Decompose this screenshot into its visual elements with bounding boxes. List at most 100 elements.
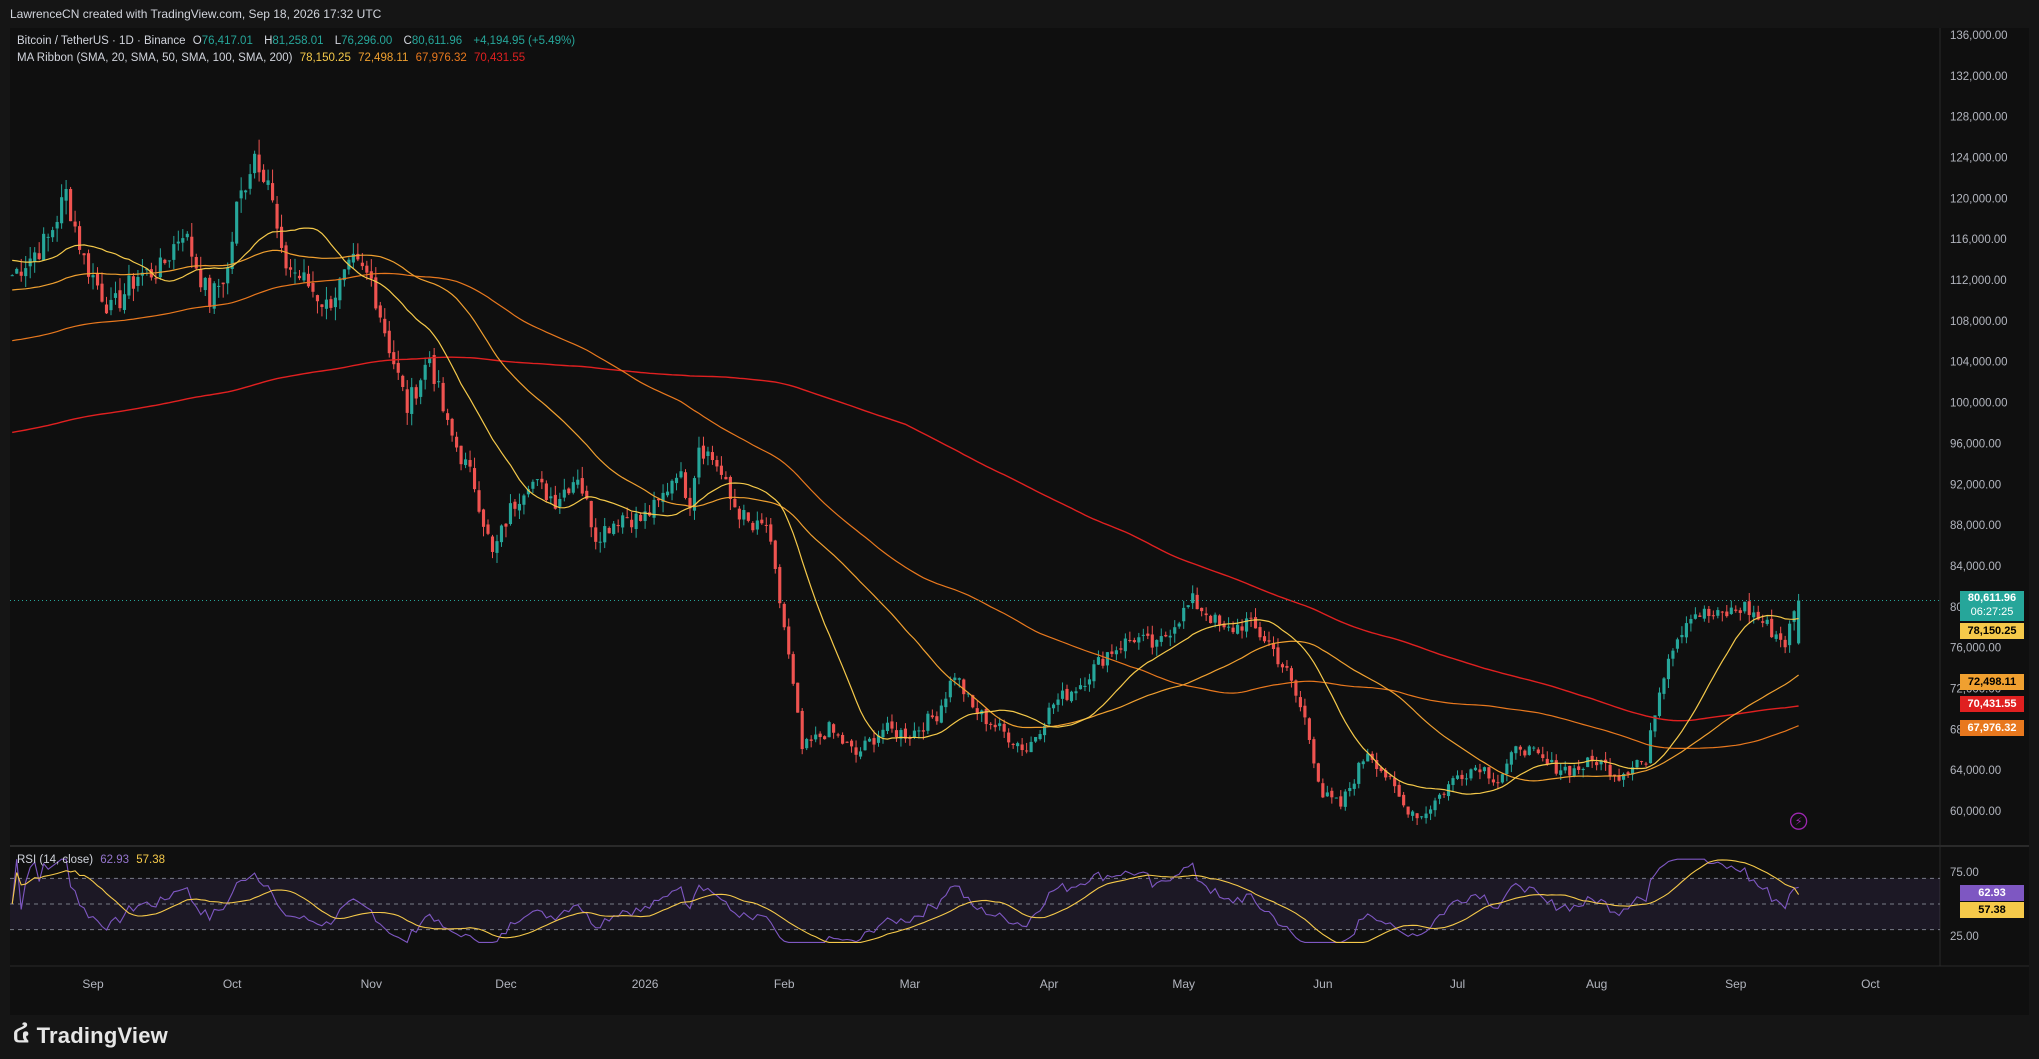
- candle-body: [1069, 691, 1074, 702]
- candle-body: [1119, 648, 1123, 650]
- candle-body: [1756, 611, 1760, 620]
- candle-body: [1761, 621, 1765, 623]
- candle-body: [158, 257, 162, 278]
- candle-body: [167, 260, 171, 262]
- candle-body: [1716, 610, 1720, 616]
- candle-body: [450, 418, 454, 436]
- candle-body: [1114, 650, 1118, 655]
- candle-body: [760, 519, 764, 524]
- x-tick-label: Aug: [1586, 977, 1607, 991]
- candle-body: [1473, 767, 1478, 771]
- ma-ribbon-title[interactable]: MA Ribbon (SMA, 20, SMA, 50, SMA, 100, S…: [17, 52, 293, 64]
- candle-body: [257, 154, 261, 173]
- candle-body: [113, 293, 118, 298]
- candle-body: [1366, 753, 1370, 762]
- candle-body: [1482, 767, 1487, 772]
- candle-body: [1783, 639, 1787, 648]
- candle-body: [894, 730, 899, 738]
- candle-body: [863, 740, 867, 751]
- candle-body: [1437, 794, 1442, 799]
- candle-body: [1451, 778, 1455, 785]
- candle-body: [742, 510, 746, 520]
- candle-body: [64, 189, 68, 201]
- candle-body: [778, 567, 782, 604]
- candle-body: [414, 387, 418, 399]
- candle-body: [558, 498, 562, 507]
- candle-body: [486, 524, 490, 534]
- y-tick-label: 96,000.00: [1950, 438, 2001, 450]
- candle-body: [51, 230, 55, 238]
- candle-body: [1334, 797, 1338, 799]
- symbol-title[interactable]: Bitcoin / TetherUS · 1D · Binance: [17, 35, 186, 47]
- candle-body: [1227, 626, 1231, 628]
- tradingview-logo[interactable]: ៤ TradingView: [12, 1016, 168, 1056]
- candle-body: [634, 513, 638, 530]
- candle-body: [1379, 767, 1383, 772]
- candle-body: [1087, 679, 1092, 685]
- rsi-tick-label: 25.00: [1950, 931, 1979, 943]
- candle-body: [208, 277, 212, 307]
- candle-body: [1101, 658, 1105, 666]
- candle-body: [190, 236, 194, 257]
- candle-body: [508, 503, 513, 525]
- y-tick-label: 104,000.00: [1950, 357, 2008, 369]
- candle-body: [1173, 627, 1177, 634]
- candle-body: [549, 496, 553, 499]
- candle-body: [1675, 639, 1680, 649]
- ma20-price-tag: 78,150.25: [1960, 623, 2024, 639]
- candle-body: [706, 451, 710, 456]
- rsi-title[interactable]: RSI (14, close): [17, 854, 94, 866]
- x-tick-label: May: [1172, 977, 1195, 991]
- candle-body: [585, 490, 589, 499]
- tradingview-logo-text: TradingView: [36, 1023, 168, 1048]
- y-tick-label: 116,000.00: [1950, 234, 2007, 246]
- candle-body: [1595, 762, 1599, 766]
- candle-body: [612, 523, 616, 535]
- candle-body: [176, 241, 180, 244]
- candle-body: [1141, 634, 1145, 636]
- candle-body: [1563, 766, 1567, 771]
- candle-body: [118, 290, 122, 309]
- candle-body: [468, 460, 472, 467]
- candle-body: [266, 180, 270, 185]
- candle-body: [1047, 707, 1051, 725]
- candle-body: [1271, 643, 1276, 650]
- candle-body: [333, 297, 337, 308]
- candle-body: [1078, 685, 1083, 690]
- candle-body: [293, 272, 297, 274]
- candle-body: [1195, 594, 1199, 610]
- candle-body: [670, 480, 674, 494]
- candle-body: [710, 452, 715, 461]
- x-tick-label: 2026: [632, 977, 659, 991]
- candle-body: [553, 494, 557, 509]
- candle-body: [1639, 761, 1644, 763]
- candle-body: [360, 262, 364, 267]
- candle-body: [1491, 779, 1495, 783]
- candle-body: [463, 459, 468, 466]
- candle-body: [1689, 619, 1693, 624]
- candle-body: [1020, 744, 1024, 751]
- candle-body: [136, 276, 140, 286]
- candle-body: [1428, 809, 1433, 814]
- candle-body: [262, 169, 266, 182]
- candle-body: [374, 277, 378, 309]
- candle-body: [926, 713, 930, 731]
- candle-body: [1002, 723, 1006, 732]
- candle-body: [984, 708, 988, 725]
- candle-body: [369, 271, 373, 279]
- candle-body: [1280, 664, 1285, 668]
- chart-canvas[interactable]: 60,000.0064,000.0068,000.0072,000.0076,0…: [10, 28, 2029, 1015]
- candle-body: [248, 174, 252, 189]
- candle-body: [1074, 691, 1078, 694]
- candle-body: [1235, 624, 1240, 634]
- candle-body: [1209, 615, 1213, 624]
- candle-body: [1182, 607, 1186, 622]
- candle-body: [589, 500, 593, 528]
- candle-body: [1406, 806, 1410, 815]
- candle-body: [86, 253, 91, 277]
- chart-svg[interactable]: 60,000.0064,000.0068,000.0072,000.0076,0…: [10, 28, 2029, 1015]
- candle-body: [607, 527, 611, 534]
- y-tick-label: 64,000.00: [1950, 765, 2001, 777]
- candle-body: [1523, 750, 1527, 756]
- candle-body: [1303, 705, 1307, 718]
